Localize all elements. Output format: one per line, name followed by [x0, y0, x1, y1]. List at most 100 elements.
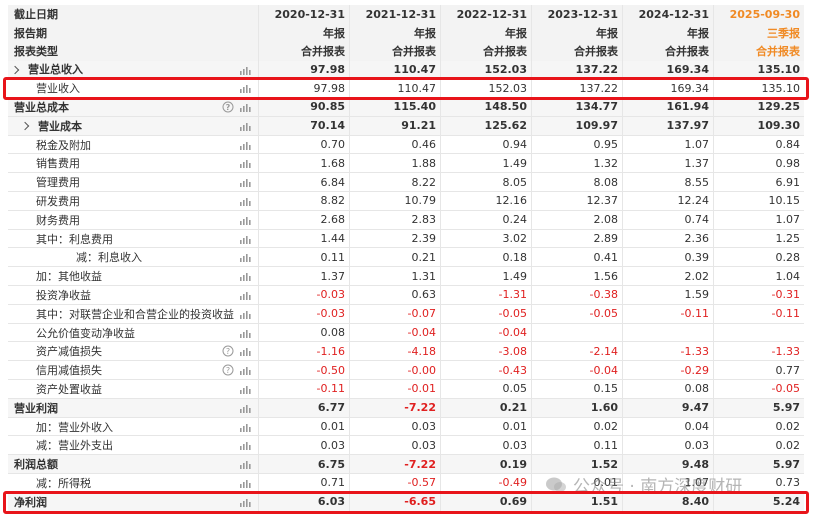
- value-cell: 1.51: [531, 492, 622, 511]
- row-label: 减：所得税: [8, 474, 258, 492]
- chart-icon: [240, 497, 251, 510]
- value-cell: 0.21: [440, 398, 531, 417]
- chart-icon: [240, 290, 251, 303]
- value-cell: 9.48: [622, 455, 713, 474]
- chart-icon: [240, 403, 251, 416]
- value-cell: 0.84: [713, 135, 804, 154]
- value-cell: 9.47: [622, 398, 713, 417]
- label-text: 营业利润: [14, 401, 58, 415]
- header-cell: 合并报表: [531, 42, 622, 61]
- chart-icon: [240, 459, 251, 472]
- label-text: 信用减值损失: [36, 364, 102, 378]
- header-cell: 合并报表: [440, 42, 531, 61]
- value-cell: 10.15: [713, 192, 804, 210]
- header-cell: 2024-12-31: [622, 5, 713, 24]
- data-row: 投资净收益 -0.03 0.63 -1.31 -0.38 1.59 -0.31: [8, 286, 804, 305]
- row-label: 销售费用: [8, 154, 258, 172]
- value-cell: -0.43: [440, 361, 531, 380]
- label-text: 管理费用: [36, 176, 80, 190]
- chart-icon: [240, 177, 251, 190]
- value-cell: -0.57: [349, 474, 440, 492]
- value-cell: 6.77: [258, 398, 349, 417]
- value-cell: 0.05: [440, 380, 531, 398]
- header-cell: 年报: [440, 23, 531, 42]
- value-cell: 0.73: [713, 474, 804, 492]
- label-text: 营业总成本: [14, 100, 69, 114]
- row-label: 投资净收益: [8, 286, 258, 304]
- chart-icon: [240, 83, 251, 96]
- value-cell: 0.01: [258, 417, 349, 436]
- data-row: 资产处置收益 -0.11 -0.01 0.05 0.15 0.08 -0.05: [8, 380, 804, 399]
- row-label: 营业利润: [8, 399, 258, 417]
- watermark-icon: [546, 477, 566, 492]
- row-label: 减：利息收入: [8, 248, 258, 266]
- header-cell: 2020-12-31: [258, 5, 349, 24]
- label-text: 营业成本: [38, 119, 82, 133]
- value-cell: 12.16: [440, 192, 531, 210]
- value-cell: 0.74: [622, 210, 713, 229]
- value-cell: 12.24: [622, 192, 713, 210]
- header-row: 截止日期 2020-12-31 2021-12-31 2022-12-31 2023-1…: [8, 5, 804, 24]
- value-cell: 137.22: [531, 79, 622, 98]
- header-row: 报告期 年报 年报 年报 年报 年报 三季报: [8, 23, 804, 42]
- value-cell: -0.04: [349, 323, 440, 342]
- label-text: 营业总收入: [28, 63, 83, 77]
- data-row: 税金及附加 0.70 0.46 0.94 0.95 1.07 0.84: [8, 135, 804, 155]
- value-cell: -0.01: [349, 380, 440, 398]
- data-row: 营业总成本? 90.85 115.40 148.50 134.77 161.94 129.2…: [8, 98, 804, 117]
- value-cell: 1.59: [622, 286, 713, 304]
- row-label: 净利润: [8, 493, 258, 511]
- value-cell: 1.07: [622, 474, 713, 492]
- value-cell: 90.85: [258, 98, 349, 116]
- value-cell: 6.91: [713, 173, 804, 192]
- value-cell: 1.31: [349, 267, 440, 286]
- data-row: 其中：利息费用 1.44 2.39 3.02 2.89 2.36 1.25: [8, 229, 804, 249]
- value-cell: 0.15: [531, 380, 622, 398]
- value-cell: 0.98: [713, 154, 804, 173]
- value-cell: 137.97: [622, 116, 713, 135]
- value-cell: 152.03: [440, 79, 531, 98]
- row-label: 资产减值损失?: [8, 342, 258, 360]
- row-label: 信用减值损失?: [8, 361, 258, 379]
- chart-icon: [240, 346, 251, 359]
- row-label: 营业成本: [8, 117, 258, 135]
- data-row: 管理费用 6.84 8.22 8.05 8.08 8.55 6.91: [8, 173, 804, 193]
- row-label: 公允价值变动净收益: [8, 324, 258, 342]
- chart-icon: [240, 271, 251, 284]
- value-cell: 0.18: [440, 248, 531, 267]
- value-cell: 0.24: [440, 210, 531, 229]
- chart-icon: [240, 196, 251, 209]
- value-cell: -0.05: [440, 304, 531, 323]
- value-cell: -0.11: [258, 380, 349, 398]
- value-cell: 0.95: [531, 135, 622, 154]
- row-label: 营业总成本?: [8, 98, 258, 116]
- data-row: 减：营业外支出 0.03 0.03 0.03 0.11 0.03 0.02: [8, 436, 804, 456]
- data-row: 减：利息收入 0.11 0.21 0.18 0.41 0.39 0.28: [8, 248, 804, 268]
- value-cell: -1.16: [258, 342, 349, 361]
- chart-icon: [240, 422, 251, 435]
- value-cell: -6.65: [349, 492, 440, 511]
- value-cell: 0.08: [258, 323, 349, 342]
- header-label: 截止日期: [14, 8, 58, 22]
- value-cell: 110.47: [349, 60, 440, 79]
- value-cell: 3.02: [440, 229, 531, 248]
- header-cell: 合并报表: [349, 42, 440, 61]
- value-cell: 1.37: [258, 267, 349, 286]
- data-row: 其中：对联营企业和合营企业的投资收益 -0.03 -0.07 -0.05 -0.05 -0…: [8, 304, 804, 324]
- chart-icon: [240, 215, 251, 228]
- value-cell: 0.63: [349, 286, 440, 304]
- value-cell: 1.07: [713, 210, 804, 229]
- chart-icon: [240, 234, 251, 247]
- value-cell: 0.03: [349, 417, 440, 436]
- value-cell: 1.04: [713, 267, 804, 286]
- label-text: 销售费用: [36, 157, 80, 171]
- value-cell: 6.84: [258, 173, 349, 192]
- data-row: 销售费用 1.68 1.88 1.49 1.32 1.37 0.98: [8, 154, 804, 174]
- help-icon: ?: [222, 345, 234, 360]
- header-label: 报告期: [14, 26, 47, 40]
- value-cell: 5.97: [713, 398, 804, 417]
- highlight-box: [3, 77, 809, 100]
- value-cell: 1.88: [349, 154, 440, 173]
- value-cell: 152.03: [440, 60, 531, 79]
- value-cell: 0.02: [531, 417, 622, 436]
